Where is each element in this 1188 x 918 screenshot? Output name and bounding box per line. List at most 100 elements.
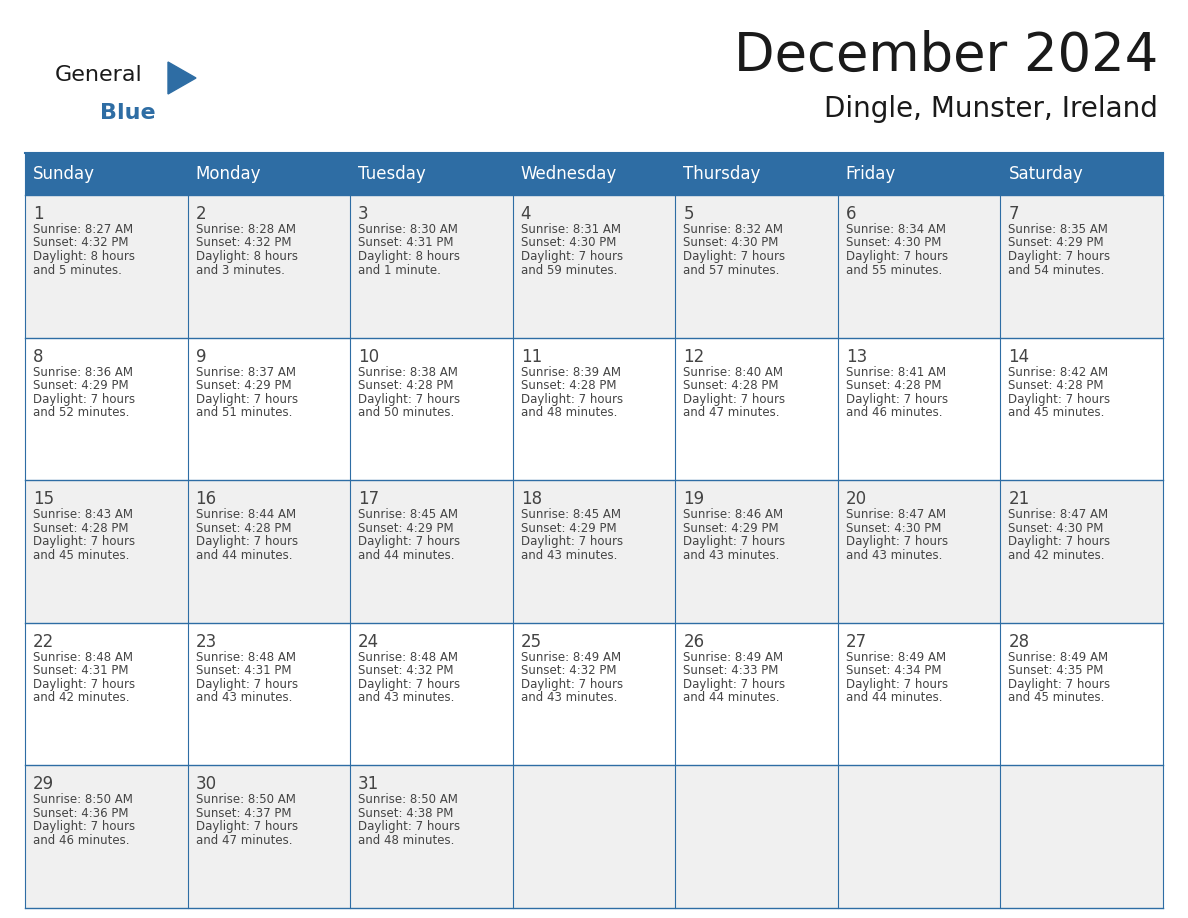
Bar — [25, 195, 1163, 338]
Text: 9: 9 — [196, 348, 206, 365]
Text: Sunset: 4:29 PM: Sunset: 4:29 PM — [358, 521, 454, 534]
Text: Monday: Monday — [196, 165, 261, 183]
Text: and 44 minutes.: and 44 minutes. — [846, 691, 942, 704]
Text: and 48 minutes.: and 48 minutes. — [358, 834, 455, 847]
Text: Daylight: 7 hours: Daylight: 7 hours — [33, 535, 135, 548]
Text: Daylight: 7 hours: Daylight: 7 hours — [358, 535, 460, 548]
Text: Sunset: 4:31 PM: Sunset: 4:31 PM — [33, 665, 128, 677]
Text: Sunrise: 8:45 AM: Sunrise: 8:45 AM — [358, 509, 459, 521]
Text: 28: 28 — [1009, 633, 1030, 651]
Text: Daylight: 7 hours: Daylight: 7 hours — [1009, 393, 1111, 406]
Text: Sunset: 4:36 PM: Sunset: 4:36 PM — [33, 807, 128, 820]
Text: and 5 minutes.: and 5 minutes. — [33, 263, 122, 276]
Text: Dingle, Munster, Ireland: Dingle, Munster, Ireland — [824, 95, 1158, 123]
Text: Sunrise: 8:31 AM: Sunrise: 8:31 AM — [520, 223, 620, 236]
Text: 13: 13 — [846, 348, 867, 365]
Text: General: General — [55, 65, 143, 85]
Text: Sunrise: 8:49 AM: Sunrise: 8:49 AM — [520, 651, 621, 664]
Text: Sunrise: 8:48 AM: Sunrise: 8:48 AM — [33, 651, 133, 664]
Text: and 43 minutes.: and 43 minutes. — [520, 549, 617, 562]
Text: and 59 minutes.: and 59 minutes. — [520, 263, 617, 276]
Text: 21: 21 — [1009, 490, 1030, 509]
Text: Sunset: 4:31 PM: Sunset: 4:31 PM — [196, 665, 291, 677]
Text: Daylight: 7 hours: Daylight: 7 hours — [358, 677, 460, 691]
Text: Sunset: 4:31 PM: Sunset: 4:31 PM — [358, 237, 454, 250]
Text: Daylight: 7 hours: Daylight: 7 hours — [846, 393, 948, 406]
Text: 19: 19 — [683, 490, 704, 509]
Text: Daylight: 7 hours: Daylight: 7 hours — [846, 535, 948, 548]
Text: Sunset: 4:29 PM: Sunset: 4:29 PM — [33, 379, 128, 392]
Text: Sunset: 4:30 PM: Sunset: 4:30 PM — [846, 237, 941, 250]
Text: 24: 24 — [358, 633, 379, 651]
Text: and 45 minutes.: and 45 minutes. — [1009, 406, 1105, 420]
Text: and 48 minutes.: and 48 minutes. — [520, 406, 617, 420]
Text: Tuesday: Tuesday — [358, 165, 425, 183]
Text: Sunset: 4:28 PM: Sunset: 4:28 PM — [196, 521, 291, 534]
Text: Sunrise: 8:42 AM: Sunrise: 8:42 AM — [1009, 365, 1108, 378]
Text: Wednesday: Wednesday — [520, 165, 617, 183]
Text: Sunset: 4:30 PM: Sunset: 4:30 PM — [846, 521, 941, 534]
Text: and 43 minutes.: and 43 minutes. — [520, 691, 617, 704]
Text: 20: 20 — [846, 490, 867, 509]
Text: Daylight: 8 hours: Daylight: 8 hours — [33, 250, 135, 263]
Text: and 44 minutes.: and 44 minutes. — [196, 549, 292, 562]
Bar — [25, 766, 1163, 908]
Text: Sunset: 4:32 PM: Sunset: 4:32 PM — [196, 237, 291, 250]
Text: Daylight: 7 hours: Daylight: 7 hours — [846, 250, 948, 263]
Text: Daylight: 7 hours: Daylight: 7 hours — [846, 677, 948, 691]
Text: Sunrise: 8:50 AM: Sunrise: 8:50 AM — [33, 793, 133, 806]
Text: 16: 16 — [196, 490, 216, 509]
Text: and 1 minute.: and 1 minute. — [358, 263, 441, 276]
Text: Daylight: 7 hours: Daylight: 7 hours — [196, 677, 298, 691]
Text: Sunrise: 8:48 AM: Sunrise: 8:48 AM — [358, 651, 459, 664]
Text: Daylight: 7 hours: Daylight: 7 hours — [683, 393, 785, 406]
Text: Daylight: 8 hours: Daylight: 8 hours — [196, 250, 297, 263]
Text: 31: 31 — [358, 776, 379, 793]
Text: Sunrise: 8:28 AM: Sunrise: 8:28 AM — [196, 223, 296, 236]
Text: Daylight: 7 hours: Daylight: 7 hours — [520, 250, 623, 263]
Text: Sunrise: 8:41 AM: Sunrise: 8:41 AM — [846, 365, 946, 378]
Text: Daylight: 7 hours: Daylight: 7 hours — [33, 393, 135, 406]
Text: 2: 2 — [196, 205, 207, 223]
Text: Daylight: 7 hours: Daylight: 7 hours — [1009, 250, 1111, 263]
Bar — [25, 480, 1163, 622]
Text: 10: 10 — [358, 348, 379, 365]
Text: Sunrise: 8:39 AM: Sunrise: 8:39 AM — [520, 365, 620, 378]
Text: 18: 18 — [520, 490, 542, 509]
Text: Sunset: 4:29 PM: Sunset: 4:29 PM — [520, 521, 617, 534]
Text: Daylight: 8 hours: Daylight: 8 hours — [358, 250, 460, 263]
Text: Sunset: 4:30 PM: Sunset: 4:30 PM — [1009, 521, 1104, 534]
Text: 27: 27 — [846, 633, 867, 651]
Text: 14: 14 — [1009, 348, 1030, 365]
Text: December 2024: December 2024 — [734, 30, 1158, 82]
Text: Sunrise: 8:50 AM: Sunrise: 8:50 AM — [358, 793, 459, 806]
Text: and 52 minutes.: and 52 minutes. — [33, 406, 129, 420]
Text: and 47 minutes.: and 47 minutes. — [683, 406, 779, 420]
Text: Sunrise: 8:48 AM: Sunrise: 8:48 AM — [196, 651, 296, 664]
Text: 1: 1 — [33, 205, 44, 223]
Text: and 43 minutes.: and 43 minutes. — [196, 691, 292, 704]
Text: Daylight: 7 hours: Daylight: 7 hours — [358, 821, 460, 834]
Text: Sunset: 4:30 PM: Sunset: 4:30 PM — [683, 237, 778, 250]
Text: Sunrise: 8:38 AM: Sunrise: 8:38 AM — [358, 365, 459, 378]
Text: 30: 30 — [196, 776, 216, 793]
Text: Sunday: Sunday — [33, 165, 95, 183]
Polygon shape — [168, 62, 196, 94]
Text: 25: 25 — [520, 633, 542, 651]
Text: Sunrise: 8:37 AM: Sunrise: 8:37 AM — [196, 365, 296, 378]
Text: and 3 minutes.: and 3 minutes. — [196, 263, 284, 276]
Text: Sunset: 4:28 PM: Sunset: 4:28 PM — [358, 379, 454, 392]
Text: Sunset: 4:35 PM: Sunset: 4:35 PM — [1009, 665, 1104, 677]
Text: 6: 6 — [846, 205, 857, 223]
Text: Sunrise: 8:45 AM: Sunrise: 8:45 AM — [520, 509, 620, 521]
Text: Sunset: 4:28 PM: Sunset: 4:28 PM — [683, 379, 779, 392]
Text: Sunset: 4:28 PM: Sunset: 4:28 PM — [846, 379, 941, 392]
Text: Sunrise: 8:50 AM: Sunrise: 8:50 AM — [196, 793, 296, 806]
Text: and 43 minutes.: and 43 minutes. — [846, 549, 942, 562]
Text: and 51 minutes.: and 51 minutes. — [196, 406, 292, 420]
Text: 3: 3 — [358, 205, 368, 223]
Text: and 45 minutes.: and 45 minutes. — [33, 549, 129, 562]
Text: Daylight: 7 hours: Daylight: 7 hours — [196, 821, 298, 834]
Text: Sunset: 4:33 PM: Sunset: 4:33 PM — [683, 665, 778, 677]
Text: and 42 minutes.: and 42 minutes. — [1009, 549, 1105, 562]
